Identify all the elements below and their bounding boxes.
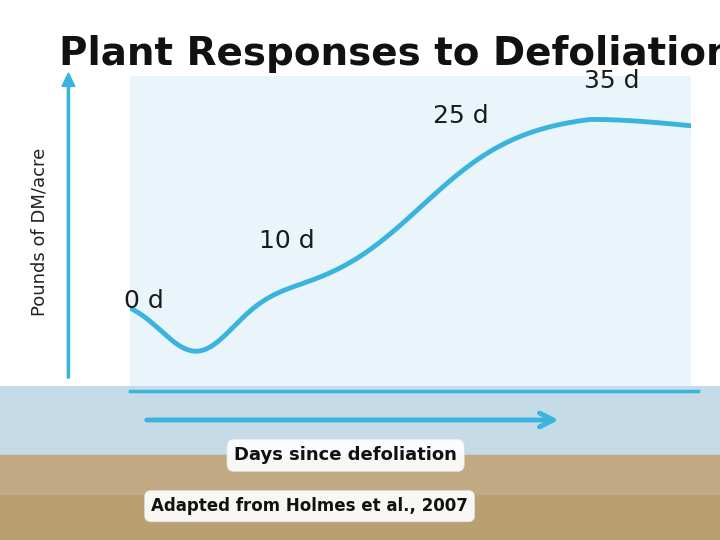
Text: 0 d: 0 d <box>124 289 163 313</box>
Text: 10 d: 10 d <box>258 230 315 253</box>
Bar <box>0 455 720 494</box>
Text: Days since defoliation: Days since defoliation <box>234 447 457 464</box>
Bar <box>0 455 720 540</box>
Text: Pounds of DM/acre: Pounds of DM/acre <box>30 148 49 316</box>
Text: 35 d: 35 d <box>585 69 640 93</box>
Text: Adapted from Holmes et al., 2007: Adapted from Holmes et al., 2007 <box>151 497 468 515</box>
Text: Plant Responses to Defoliation: Plant Responses to Defoliation <box>59 35 720 73</box>
Text: 25 d: 25 d <box>433 104 488 128</box>
Bar <box>0 386 720 455</box>
